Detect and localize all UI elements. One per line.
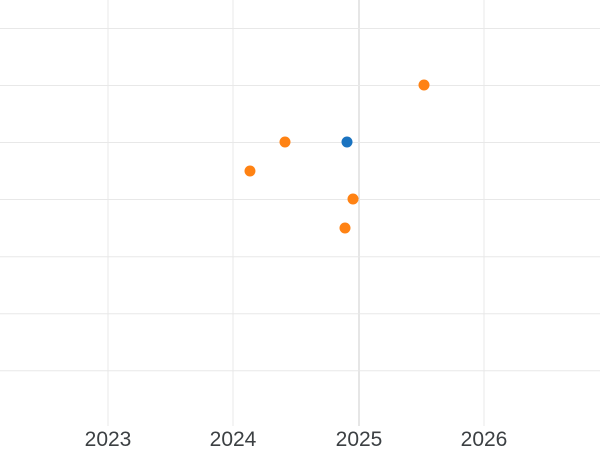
svg-text:2024: 2024 [210,428,257,450]
svg-text:2025: 2025 [336,428,383,450]
svg-text:2026: 2026 [461,428,508,450]
svg-text:2023: 2023 [85,428,132,450]
